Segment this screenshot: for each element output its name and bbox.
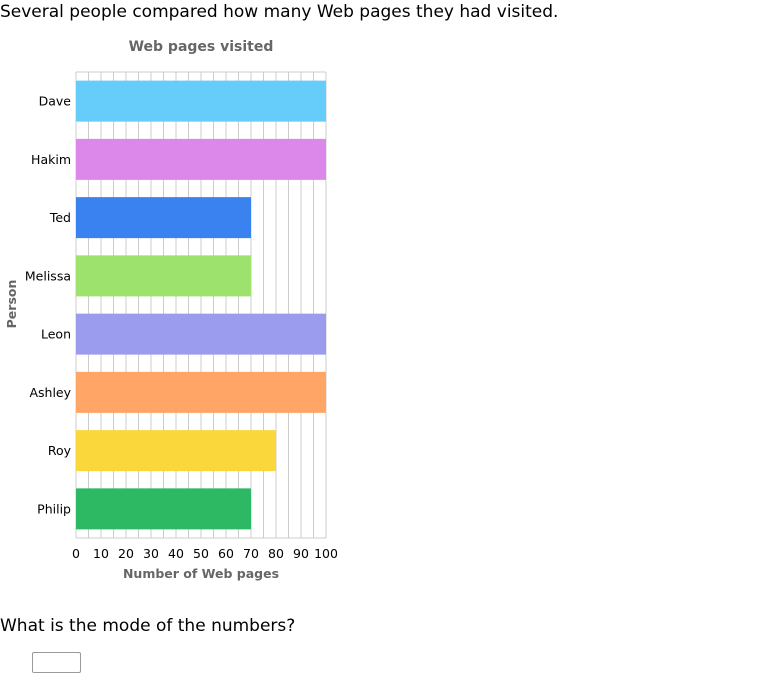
y-axis-labels: Dave Hakim Ted Melissa Leon Ashley Roy Philip: [25, 94, 72, 517]
question-text: What is the mode of the numbers?: [0, 616, 296, 636]
x-axis-ticks: 0 10 20 30 40 50 60 70 80 90 100: [72, 546, 338, 561]
x-tick-label: 10: [93, 546, 109, 561]
intro-text: Several people compared how many Web pag…: [0, 2, 559, 22]
x-tick-label: 60: [218, 546, 234, 561]
bar-hakim: [76, 138, 326, 180]
category-label: Ashley: [29, 385, 71, 400]
bar-leon: [76, 313, 326, 355]
x-tick-label: 80: [268, 546, 284, 561]
y-axis-label: Person: [4, 280, 19, 329]
x-tick-label: 30: [143, 546, 159, 561]
x-tick-label: 90: [293, 546, 309, 561]
bar-roy: [76, 430, 276, 472]
x-tick-label: 70: [243, 546, 259, 561]
bar-melissa: [76, 255, 251, 297]
category-label: Melissa: [25, 268, 71, 283]
x-tick-label: 40: [168, 546, 184, 561]
bar-philip: [76, 488, 251, 530]
x-tick-label: 50: [193, 546, 209, 561]
category-label: Philip: [37, 501, 71, 516]
category-label: Roy: [48, 443, 72, 458]
x-tick-label: 100: [314, 546, 338, 561]
x-tick-label: 20: [118, 546, 134, 561]
category-label: Hakim: [31, 152, 71, 167]
category-label: Leon: [41, 327, 71, 342]
category-label: Ted: [49, 210, 71, 225]
bar-ted: [76, 197, 251, 239]
answer-input[interactable]: [32, 652, 81, 673]
category-label: Dave: [39, 94, 72, 109]
bar-chart: Web pages visited Dave Hakim Ted Melissa Leo…: [4, 39, 338, 581]
bar-ashley: [76, 371, 326, 413]
chart-title: Web pages visited: [129, 39, 274, 55]
chart-bars: [76, 80, 326, 530]
x-tick-label: 0: [72, 546, 80, 561]
x-axis-label: Number of Web pages: [123, 566, 279, 581]
bar-dave: [76, 80, 326, 122]
